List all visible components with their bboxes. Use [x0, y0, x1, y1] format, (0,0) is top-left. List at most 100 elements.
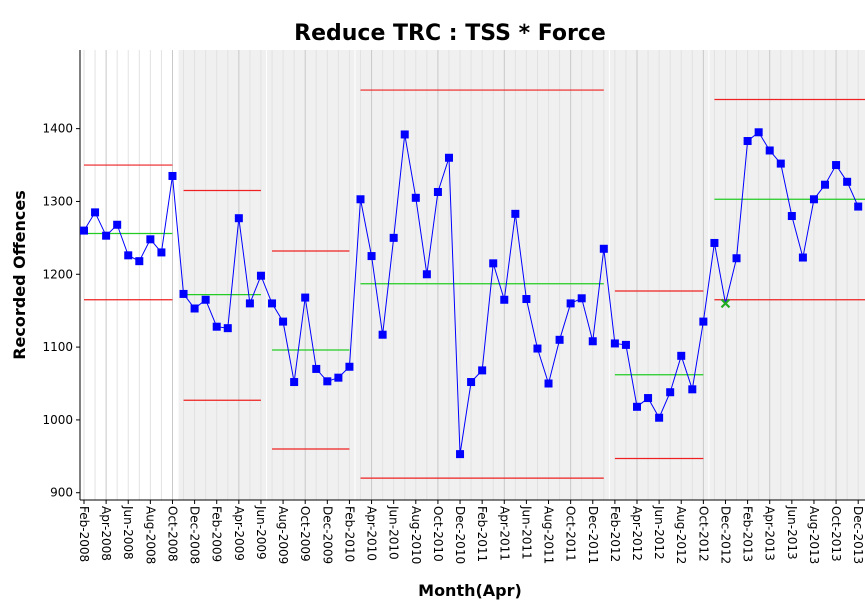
- data-point: [666, 388, 675, 397]
- data-point: [312, 364, 321, 373]
- x-tick-label: Feb-2008: [77, 506, 91, 562]
- data-point: [621, 340, 630, 349]
- data-point: [80, 226, 88, 235]
- data-point: [301, 293, 310, 302]
- data-point: [754, 128, 763, 137]
- data-point: [323, 377, 332, 386]
- x-tick-label: Feb-2012: [608, 506, 622, 562]
- x-tick-label: Aug-2011: [542, 506, 556, 564]
- data-point: [555, 335, 564, 344]
- x-tick-label: Jun-2011: [519, 505, 533, 560]
- x-tick-label: Apr-2013: [763, 506, 777, 561]
- data-point: [832, 161, 841, 170]
- y-tick-label: 900: [50, 486, 73, 500]
- x-tick-label: Aug-2009: [276, 506, 290, 564]
- data-point: [146, 235, 155, 244]
- x-tick-label: Oct-2010: [431, 506, 445, 562]
- x-tick-label: Feb-2011: [475, 506, 489, 562]
- data-point: [389, 233, 398, 242]
- data-point: [533, 344, 542, 353]
- data-point: [201, 295, 210, 304]
- data-point: [765, 146, 774, 155]
- x-tick-label: Jun-2013: [785, 505, 799, 560]
- x-axis-label: Month(Apr): [418, 581, 522, 600]
- data-point: [478, 366, 487, 375]
- x-tick-label: Jun-2008: [121, 505, 135, 560]
- x-tick-label: Dec-2009: [320, 506, 334, 564]
- data-point: [113, 220, 122, 229]
- data-point: [821, 180, 830, 189]
- phase-shade: [709, 50, 865, 500]
- data-point: [444, 153, 453, 162]
- data-point: [467, 378, 476, 387]
- data-point: [588, 337, 597, 346]
- data-point: [544, 379, 553, 388]
- x-tick-label: Jun-2012: [652, 505, 666, 560]
- data-point: [268, 299, 277, 308]
- x-tick-label: Dec-2012: [718, 506, 732, 564]
- data-point: [610, 339, 619, 348]
- x-tick-label: Oct-2012: [696, 506, 710, 562]
- data-point: [522, 295, 531, 304]
- data-point: [854, 202, 863, 211]
- data-point: [334, 373, 343, 382]
- data-point: [157, 248, 166, 257]
- data-point: [456, 450, 465, 459]
- data-point: [500, 295, 509, 304]
- data-point: [798, 253, 807, 262]
- x-tick-label: Dec-2013: [851, 506, 865, 564]
- x-tick-label: Apr-2009: [232, 506, 246, 561]
- data-point: [809, 195, 818, 204]
- data-point: [256, 271, 265, 280]
- data-point: [234, 214, 243, 223]
- y-tick-label: 1400: [42, 122, 73, 136]
- x-tick-label: Oct-2011: [564, 506, 578, 562]
- x-tick-label: Apr-2011: [497, 506, 511, 561]
- data-point: [633, 402, 641, 411]
- data-point: [710, 238, 719, 247]
- data-point: [433, 187, 442, 196]
- data-point: [732, 254, 741, 263]
- data-point: [223, 324, 232, 333]
- data-point: [566, 299, 575, 308]
- x-tick-label: Dec-2011: [586, 506, 600, 564]
- data-point: [511, 209, 520, 218]
- y-tick-label: 1100: [42, 340, 73, 354]
- x-tick-label: Aug-2008: [143, 506, 157, 564]
- data-point: [677, 351, 686, 360]
- data-point: [279, 317, 288, 326]
- data-point: [135, 257, 144, 266]
- data-point: [124, 251, 133, 260]
- y-tick-label: 1000: [42, 413, 73, 427]
- x-tick-label: Oct-2008: [165, 506, 179, 562]
- data-point: [356, 195, 365, 204]
- data-point: [190, 304, 199, 313]
- y-tick-label: 1300: [42, 194, 73, 208]
- data-point: [212, 322, 221, 331]
- x-tick-label: Jun-2009: [254, 505, 268, 560]
- x-tick-label: Feb-2009: [210, 506, 224, 562]
- data-point: [345, 362, 354, 371]
- data-point: [776, 159, 785, 168]
- x-tick-label: Aug-2013: [807, 506, 821, 564]
- x-tick-label: Dec-2010: [453, 506, 467, 564]
- y-axis-label: Recorded Offences: [10, 190, 29, 360]
- data-point: [843, 177, 852, 186]
- x-tick-label: Feb-2010: [342, 506, 356, 562]
- x-tick-label: Feb-2013: [741, 506, 755, 562]
- data-point: [102, 231, 111, 240]
- data-point: [245, 299, 254, 308]
- data-point: [743, 137, 752, 146]
- x-tick-label: Apr-2010: [365, 506, 379, 561]
- data-point: [367, 252, 376, 261]
- data-point: [411, 193, 420, 202]
- data-point: [599, 244, 608, 253]
- data-point: [91, 208, 100, 217]
- data-point: [378, 330, 387, 339]
- highlight-marker: [720, 298, 731, 309]
- x-tick-label: Oct-2013: [829, 506, 843, 562]
- data-point: [422, 270, 431, 279]
- data-point: [290, 378, 299, 387]
- x-tick-label: Dec-2008: [188, 506, 202, 564]
